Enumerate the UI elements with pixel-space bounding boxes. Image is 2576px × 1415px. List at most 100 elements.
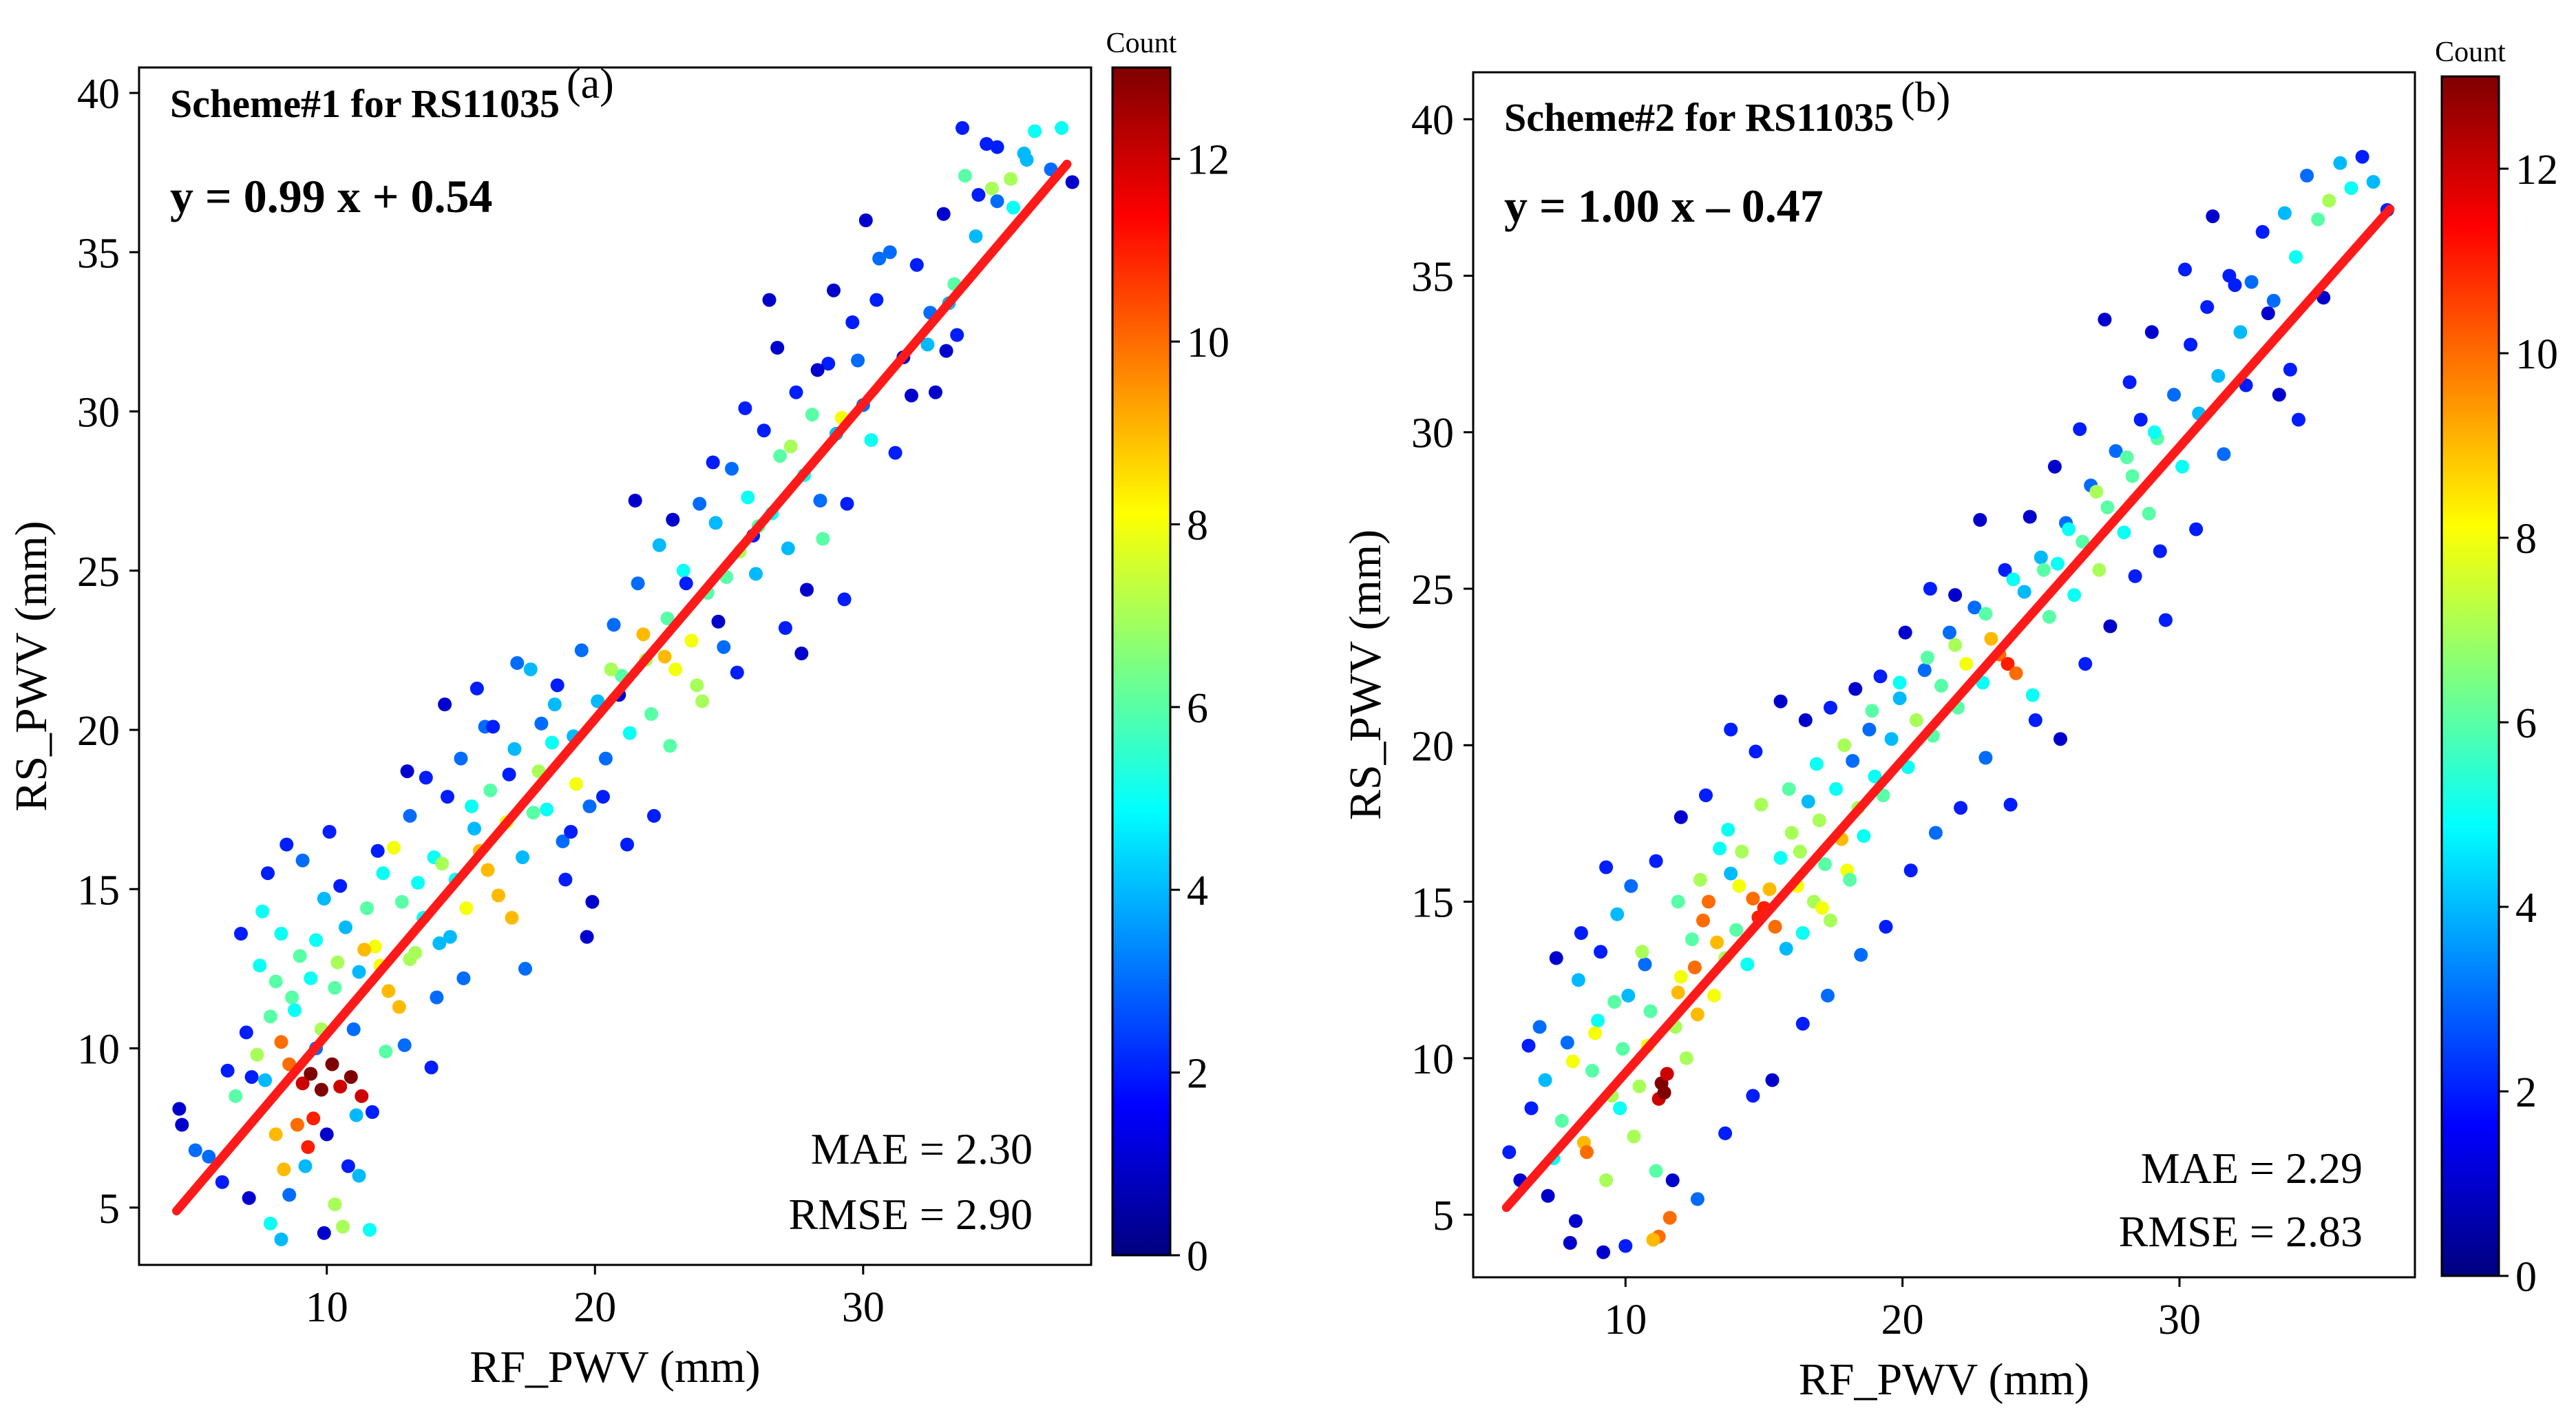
scatter-point — [604, 662, 618, 677]
scatter-point — [274, 1035, 288, 1049]
scatter-point — [454, 751, 468, 766]
scatter-point — [1599, 860, 1614, 874]
scatter-point — [1565, 1054, 1580, 1069]
scatter-point — [990, 140, 1004, 154]
scatter-point — [864, 433, 878, 448]
y-tick-label: 15 — [1411, 880, 1454, 927]
scatter-point — [580, 930, 594, 944]
scatter-point — [781, 541, 795, 556]
scatter-point — [827, 283, 841, 297]
scatter-point — [467, 821, 481, 836]
scatter-point — [2158, 613, 2173, 627]
scatter-point — [277, 1162, 291, 1177]
scatter-point — [330, 955, 345, 969]
scatter-point — [2067, 588, 2082, 602]
scatter-point — [1671, 985, 1685, 1000]
scatter-point — [465, 799, 479, 813]
scatter-point — [1571, 973, 1585, 987]
scatter-point — [2206, 209, 2220, 224]
scatter-point — [2344, 181, 2358, 196]
scatter-point — [711, 614, 726, 629]
scatter-point — [188, 1143, 202, 1157]
scatter-point — [1685, 932, 1699, 947]
scatter-point — [518, 961, 532, 976]
scatter-point — [435, 857, 450, 871]
y-tick-label: 25 — [77, 549, 120, 596]
scatter-point — [990, 194, 1004, 209]
colorbar — [1111, 66, 1172, 1257]
scatter-point — [984, 181, 999, 196]
scatter-point — [1649, 1164, 1663, 1178]
scatter-point — [403, 808, 417, 823]
scatter-point — [666, 512, 680, 527]
scatter-point — [569, 777, 583, 791]
scatter-point — [1934, 678, 1948, 693]
scatter-point — [840, 496, 854, 511]
y-tick-label: 15 — [77, 867, 120, 914]
scatter-point — [314, 1082, 328, 1097]
scatter-point — [2028, 713, 2042, 727]
scatter-point — [2233, 325, 2248, 339]
colorbar-tick-label: 12 — [1187, 137, 1229, 184]
scatter-point — [2034, 550, 2048, 565]
scatter-point — [1718, 1126, 1733, 1140]
scatter-point — [1671, 894, 1685, 909]
scatter-point — [1541, 1188, 1555, 1203]
scatter-point — [1624, 879, 1638, 893]
scatter-point — [657, 649, 672, 664]
scatter-point — [2054, 732, 2067, 746]
y-tick-label: 40 — [77, 71, 120, 118]
scatter-point — [2147, 425, 2162, 439]
y-tick-label: 5 — [1433, 1193, 1454, 1239]
scatter-point — [644, 706, 659, 721]
scatter-point — [255, 904, 270, 919]
scatter-point — [1973, 513, 1987, 527]
scatter-point — [1710, 935, 1724, 950]
scatter-point — [591, 694, 605, 709]
scatter-point — [365, 1105, 379, 1119]
scatter-point — [1829, 782, 1844, 796]
scatter-point — [2003, 797, 2018, 812]
scatter-point — [2184, 337, 2198, 352]
scatter-point — [459, 901, 474, 915]
scatter-point — [556, 834, 570, 848]
scatter-point — [810, 363, 825, 377]
scatter-point — [507, 742, 522, 756]
scatter-point — [1884, 732, 1899, 746]
scatter-point — [381, 984, 396, 998]
y-tick-label: 30 — [1411, 410, 1454, 457]
scatter-point — [1795, 1016, 1810, 1031]
scatter-point — [2023, 510, 2037, 524]
scatter-point — [2322, 193, 2336, 208]
scatter-point — [263, 1216, 277, 1230]
scatter-point — [550, 678, 564, 693]
colorbar — [2440, 75, 2500, 1277]
scatter-point — [845, 315, 860, 329]
scatter-point — [909, 258, 924, 272]
scatter-point — [220, 1063, 235, 1078]
scatter-point — [956, 120, 969, 135]
scatter-point — [1616, 1042, 1630, 1056]
scatter-point — [574, 643, 589, 658]
scatter-point — [1920, 651, 1934, 664]
scatter-point — [1746, 892, 1760, 905]
scatter-point — [958, 169, 972, 183]
plot-frame — [138, 66, 1092, 1266]
scatter-point — [486, 720, 500, 734]
scatter-point — [679, 576, 693, 591]
scatter-point — [547, 698, 562, 711]
scatter-point — [2117, 525, 2131, 540]
scatter-point — [397, 1038, 412, 1052]
scatter-point — [888, 446, 902, 460]
scatter-point — [869, 293, 884, 307]
scatter-point — [215, 1175, 229, 1189]
scatter-point — [1674, 810, 1688, 824]
scatter-point — [2292, 412, 2305, 427]
scatter-point — [2283, 362, 2297, 377]
scatter-point — [1948, 588, 1963, 602]
scatter-point — [2289, 250, 2303, 264]
scatter-point — [319, 1127, 334, 1142]
y-tick-label: 20 — [1411, 723, 1454, 770]
scatter-point — [268, 1127, 283, 1142]
scatter-point — [1892, 691, 1907, 706]
